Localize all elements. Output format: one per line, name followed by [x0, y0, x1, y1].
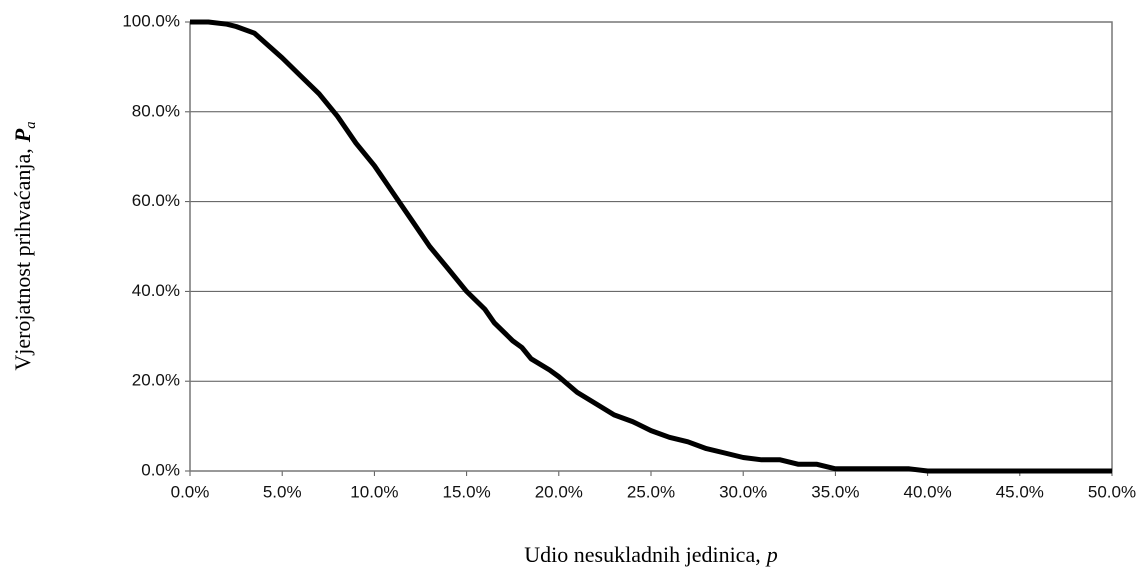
y-axis-label: Vjerojatnost prihvaćanja,Pa — [10, 121, 39, 370]
x-tick-label: 30.0% — [719, 482, 767, 501]
x-tick-label: 15.0% — [442, 482, 490, 501]
x-tick-label: 45.0% — [996, 482, 1044, 501]
y-tick-label: 40.0% — [132, 281, 180, 300]
x-tick-label: 20.0% — [535, 482, 583, 501]
line — [190, 19, 1112, 474]
y-tick-label: 100.0% — [122, 11, 180, 30]
x-tick-label: 0.0% — [171, 482, 210, 501]
y-tick-label: 60.0% — [132, 191, 180, 210]
x-tick-label: 40.0% — [903, 482, 951, 501]
x-tick-label: 35.0% — [811, 482, 859, 501]
x-tick-label: 10.0% — [350, 482, 398, 501]
plot-frame — [189, 21, 1113, 472]
x-tick-label: 5.0% — [263, 482, 302, 501]
x-tick-label: 25.0% — [627, 482, 675, 501]
x-axis-label: Udio nesukladnih jedinica, p — [524, 542, 777, 567]
y-tick-label: 0.0% — [141, 460, 180, 479]
y-tick-label: 20.0% — [132, 371, 180, 390]
x-tick-label: 50.0% — [1088, 482, 1136, 501]
y-tick-label: 80.0% — [132, 101, 180, 120]
